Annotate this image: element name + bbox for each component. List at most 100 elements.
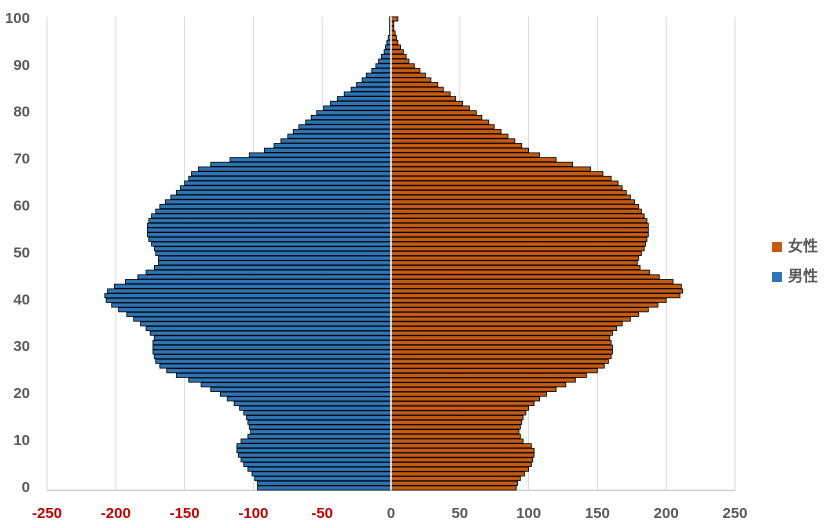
bar [133,316,392,322]
bar [257,480,392,486]
x-tick-label: 250 [722,505,747,522]
bar [390,114,483,120]
bar [200,382,392,388]
bar [390,316,631,322]
bar [148,218,392,224]
bar [390,368,598,374]
bar [390,386,557,392]
bar [390,288,684,294]
y-tick-label: 0 [22,479,30,496]
bar [236,447,392,453]
bar [247,433,392,439]
bar [247,419,392,425]
bar [390,157,557,163]
bar [390,161,574,167]
bar [390,241,646,247]
bar [390,86,444,92]
y-tick-label: 60 [13,198,30,215]
bar [390,194,631,200]
bar [390,53,407,59]
bar [390,189,627,195]
bar [166,368,392,374]
bar [159,363,392,369]
bar [280,138,392,144]
bar [305,119,392,125]
bar [390,39,399,45]
bar [390,471,525,477]
bar [236,443,392,449]
y-tick-label: 90 [13,57,30,74]
bar [155,250,392,256]
bar [390,344,613,350]
bar [287,133,392,139]
bar [390,91,451,97]
x-tick-label: -200 [101,505,131,522]
bar [111,302,392,308]
bar [390,447,535,453]
bar [155,208,392,214]
bar [243,461,392,468]
bar [323,105,392,111]
bar [375,63,392,69]
bar [390,100,463,106]
x-tick-label: -250 [32,505,62,522]
bar [390,199,635,205]
bar [191,171,392,177]
bar [175,189,392,195]
bar [237,452,392,458]
bar [390,105,470,111]
bar [257,485,392,491]
bar [152,344,392,350]
bar [188,175,392,181]
bar [390,330,613,336]
bar [250,429,392,435]
bar [390,175,612,181]
bar [152,340,392,346]
legend-swatch [772,272,782,282]
bar [390,128,502,135]
bar [390,110,477,116]
bar [390,419,523,425]
bar [390,250,642,256]
bar [147,232,392,238]
bar [390,415,524,421]
bar [149,330,392,336]
bar [390,222,649,228]
bar [356,82,392,88]
bar [390,485,517,491]
bar [153,246,392,252]
bar [378,58,392,64]
legend-label: 女性 [788,237,818,255]
bar [184,180,392,186]
bar [390,138,516,144]
bar [390,401,535,407]
bar [140,321,392,327]
bar [126,311,392,317]
x-tick-label: 50 [451,505,468,522]
bar [170,194,392,200]
bar [390,452,535,458]
bar [298,124,392,130]
bar [210,386,392,392]
bar [390,476,521,482]
legend-swatch [772,242,782,252]
bar [114,283,392,289]
bar [390,58,410,64]
bar [390,321,623,327]
bar [390,96,457,102]
bar [383,49,392,55]
bar [180,185,392,191]
bar [240,457,392,463]
bar [390,349,613,355]
bar [390,283,682,289]
bar [390,391,547,397]
x-tick-label: 150 [585,505,610,522]
bar [385,44,392,50]
bar [390,443,532,449]
bar [151,241,392,247]
bar [390,433,521,439]
bar [390,49,404,55]
bar [105,297,392,303]
bar [390,457,534,463]
